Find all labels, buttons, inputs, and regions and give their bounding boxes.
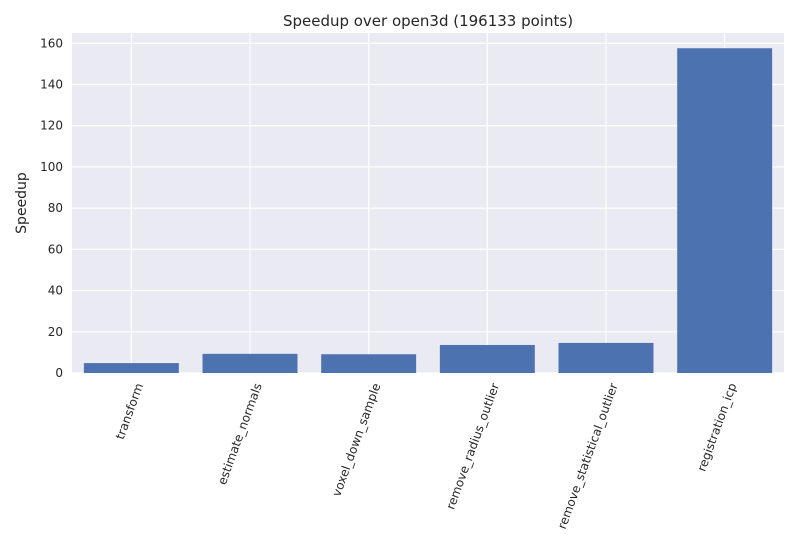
bar-estimate-normals: [202, 353, 298, 373]
bar-voxel-down-sample: [321, 354, 417, 373]
bars: [83, 48, 773, 374]
bar-transform: [83, 363, 179, 373]
x-tick-label: remove_radius_outlier: [443, 381, 502, 511]
x-tick-label: remove_statistical_outlier: [555, 381, 621, 531]
y-tick-label: 160: [40, 36, 63, 50]
y-tick-label: 120: [40, 119, 63, 133]
y-tick-label: 100: [40, 160, 63, 174]
bar-remove-radius-outlier: [439, 344, 535, 373]
bar-remove-statistical-outlier: [558, 342, 654, 373]
x-tick-label: transform: [113, 381, 146, 441]
x-tick-label: registration_icp: [695, 381, 740, 473]
x-tick-label: estimate_normals: [215, 381, 265, 486]
y-tick-label: 40: [48, 284, 63, 298]
y-tick-label: 140: [40, 78, 63, 92]
plot-area-background: [72, 33, 784, 373]
y-axis-label: Speedup: [14, 172, 30, 234]
y-tick-label: 60: [48, 242, 63, 256]
y-tick-label: 0: [55, 366, 63, 380]
y-tick-label: 20: [48, 325, 63, 339]
y-tick-label: 80: [48, 201, 63, 215]
y-axis-ticks: 0 20 40 60 80 100 120 140 160: [40, 36, 63, 380]
x-axis-ticks: transform estimate_normals voxel_down_samp…: [113, 381, 740, 531]
bar-registration-icp: [677, 48, 773, 374]
x-tick-label: voxel_down_sample: [329, 381, 383, 498]
chart-title: Speedup over open3d (196133 points): [283, 12, 573, 30]
